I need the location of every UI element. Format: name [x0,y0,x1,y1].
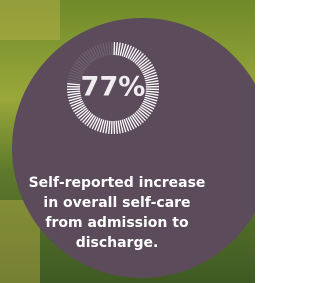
caption-line: from admission to [45,215,189,231]
value-label: 77% [81,72,146,103]
caption-line: discharge. [76,235,159,251]
background-foliage [0,0,60,40]
caption-line: Self-reported increase [29,175,206,191]
infographic: 77% Self-reported increase in overall sel… [0,0,255,283]
caption-line: in overall self-care [43,195,190,211]
page: 77% Self-reported increase in overall sel… [0,0,255,283]
